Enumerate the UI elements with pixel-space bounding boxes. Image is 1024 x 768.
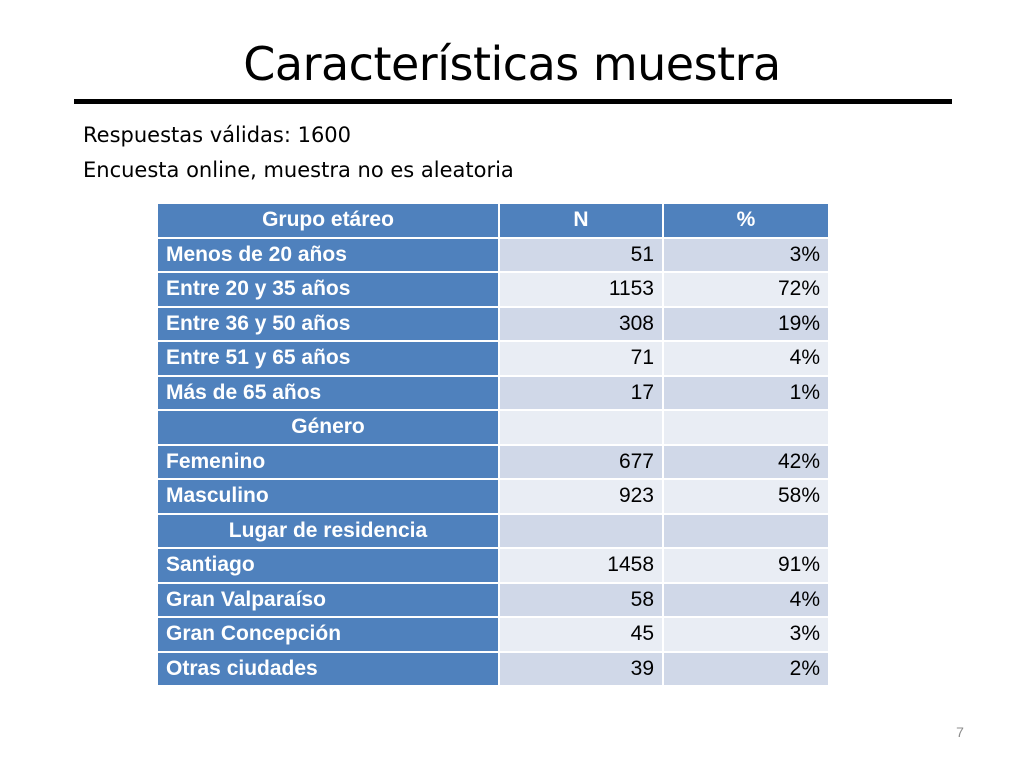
- table-row: Entre 20 y 35 años 1153 72%: [156, 271, 830, 308]
- percent-cell: 4%: [662, 340, 830, 377]
- table-row: Gran Valparaíso 58 4%: [156, 581, 830, 618]
- title-underline: [74, 99, 952, 104]
- row-label: Gran Valparaíso: [156, 581, 500, 618]
- count-cell: 71: [498, 340, 664, 377]
- percent-cell: 72%: [662, 271, 830, 308]
- table-row: Menos de 20 años 51 3%: [156, 236, 830, 273]
- count-cell: [498, 409, 664, 446]
- row-label: Menos de 20 años: [156, 236, 500, 273]
- percent-cell: 4%: [662, 581, 830, 618]
- row-label: Más de 65 años: [156, 374, 500, 411]
- table-row: Gran Concepción 45 3%: [156, 616, 830, 653]
- percent-cell: 3%: [662, 616, 830, 653]
- percent-cell: 3%: [662, 236, 830, 273]
- percent-cell: 19%: [662, 305, 830, 342]
- percent-cell: 58%: [662, 478, 830, 515]
- percent-cell: [662, 409, 830, 446]
- page-number: 7: [956, 724, 964, 740]
- row-label: Entre 20 y 35 años: [156, 271, 500, 308]
- count-cell: 58: [498, 581, 664, 618]
- subtitle-survey-note: Encuesta online, muestra no es aleatoria: [83, 158, 514, 182]
- column-header-n: N: [498, 202, 664, 239]
- count-cell: 1153: [498, 271, 664, 308]
- count-cell: 51: [498, 236, 664, 273]
- table-body: Menos de 20 años 51 3% Entre 20 y 35 años 11…: [156, 236, 830, 687]
- table-header-row: Grupo etáreo N %: [156, 202, 830, 239]
- table-row: Otras ciudades 39 2%: [156, 650, 830, 687]
- percent-cell: 91%: [662, 547, 830, 584]
- table-row: Santiago 1458 91%: [156, 547, 830, 584]
- table-row: Femenino 677 42%: [156, 443, 830, 480]
- column-header-group: Grupo etáreo: [156, 202, 500, 239]
- row-label: Entre 51 y 65 años: [156, 340, 500, 377]
- table-row: Masculino 923 58%: [156, 478, 830, 515]
- percent-cell: 2%: [662, 650, 830, 687]
- count-cell: [498, 512, 664, 549]
- row-label: Entre 36 y 50 años: [156, 305, 500, 342]
- table-row: Entre 51 y 65 años 71 4%: [156, 340, 830, 377]
- table-section-row: Lugar de residencia: [156, 512, 830, 549]
- percent-cell: [662, 512, 830, 549]
- count-cell: 1458: [498, 547, 664, 584]
- count-cell: 45: [498, 616, 664, 653]
- table-row: Más de 65 años 17 1%: [156, 374, 830, 411]
- table-section-row: Género: [156, 409, 830, 446]
- slide-title: Características muestra: [243, 37, 781, 91]
- percent-cell: 42%: [662, 443, 830, 480]
- percent-cell: 1%: [662, 374, 830, 411]
- count-cell: 923: [498, 478, 664, 515]
- count-cell: 308: [498, 305, 664, 342]
- section-label: Lugar de residencia: [156, 512, 500, 549]
- subtitle-valid-responses: Respuestas válidas: 1600: [83, 123, 352, 147]
- table-row: Entre 36 y 50 años 308 19%: [156, 305, 830, 342]
- count-cell: 677: [498, 443, 664, 480]
- row-label: Santiago: [156, 547, 500, 584]
- row-label: Femenino: [156, 443, 500, 480]
- row-label: Masculino: [156, 478, 500, 515]
- sample-characteristics-table: Grupo etáreo N % Menos de 20 años 51 3% Ent…: [156, 202, 830, 687]
- section-label: Género: [156, 409, 500, 446]
- count-cell: 17: [498, 374, 664, 411]
- column-header-percent: %: [662, 202, 830, 239]
- row-label: Otras ciudades: [156, 650, 500, 687]
- row-label: Gran Concepción: [156, 616, 500, 653]
- count-cell: 39: [498, 650, 664, 687]
